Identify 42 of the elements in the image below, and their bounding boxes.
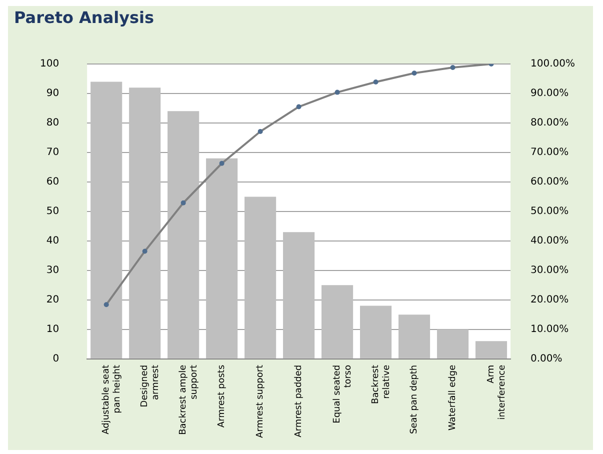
y-tick-label: 90	[46, 88, 60, 100]
y-tick-label: 30	[46, 264, 60, 276]
x-tick-label: Adjustable seat pan height	[102, 364, 122, 434]
y2-tick-label: 80.00%	[530, 118, 569, 129]
y2-tick-label: 20.00%	[530, 294, 569, 306]
y2-tick-label: 70.00%	[530, 147, 569, 158]
bar	[475, 341, 508, 358]
y-tick-label: 20	[46, 294, 60, 306]
bar	[129, 88, 161, 358]
y-tick-label: 40	[46, 236, 60, 247]
bar	[322, 285, 354, 358]
x-tick-label: Seat pan depth	[410, 364, 420, 434]
y2-tick-label: 50.00%	[530, 206, 569, 218]
bar	[360, 306, 392, 358]
y2-tick-label: 0.00%	[530, 353, 562, 364]
x-tick-label: Armrest padded	[294, 364, 304, 438]
x-tick-label: Arm interference	[486, 364, 508, 420]
y-tick-label: 100	[40, 58, 60, 70]
x-tick-label: Armrest posts	[217, 364, 228, 428]
y2-tick-label: 40.00%	[530, 236, 569, 247]
bar	[206, 158, 238, 358]
bar	[168, 111, 200, 358]
y2-tick-label: 30.00%	[530, 264, 569, 276]
x-tick-label: Waterfall edge	[448, 364, 458, 431]
y2-tick-label: 10.00%	[530, 324, 569, 335]
y-tick-label: 0	[52, 353, 60, 364]
x-tick-label: Equal seated torso	[332, 364, 354, 424]
y-tick-label: 50	[46, 206, 60, 218]
bar	[283, 232, 315, 358]
y-tick-label: 70	[46, 147, 60, 158]
bar	[398, 314, 430, 358]
y2-tick-label: 60.00%	[530, 176, 569, 188]
x-tick-label: Armrest support	[256, 364, 266, 438]
y-tick-label: 10	[46, 324, 60, 335]
y2-tick-label: 100.00%	[530, 58, 576, 70]
y-tick-label: 60	[46, 176, 60, 188]
bar	[90, 82, 122, 358]
y2-tick-label: 90.00%	[530, 88, 569, 100]
y-tick-label: 80	[46, 118, 60, 129]
chart-title: Pareto Analysis	[14, 8, 154, 27]
bar	[244, 196, 276, 358]
bar	[436, 329, 469, 358]
